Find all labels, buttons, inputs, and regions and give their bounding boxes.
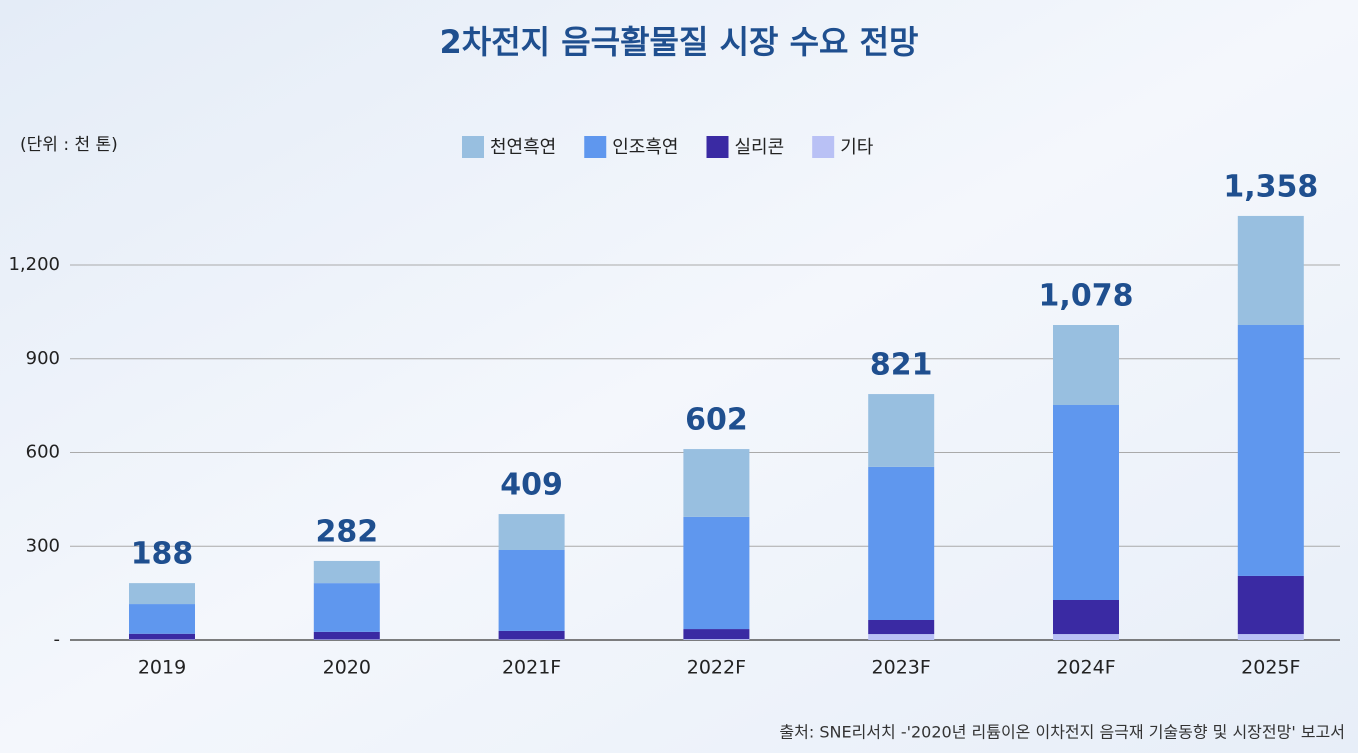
bar-segment — [1237, 325, 1304, 576]
x-tick-label: 2019 — [138, 657, 186, 679]
bar-segment — [129, 604, 195, 634]
bar-segment — [683, 629, 750, 640]
x-tick-label: 2022F — [687, 657, 746, 679]
total-label: 409 — [500, 468, 563, 503]
bar-segment — [313, 560, 380, 584]
bar-segment — [1053, 634, 1119, 640]
total-label: 602 — [685, 403, 748, 438]
bar-segment — [1053, 405, 1119, 600]
bar-segment — [683, 516, 750, 630]
legend-label: 실리콘 — [735, 137, 785, 158]
total-label: 1,358 — [1223, 169, 1318, 204]
bar-segment — [1053, 600, 1119, 635]
legend-swatch — [706, 136, 729, 158]
bar-segment — [129, 583, 195, 605]
legend-label: 인조흑연 — [612, 137, 678, 158]
total-label: 188 — [131, 537, 194, 572]
bar-segment — [498, 514, 565, 550]
bar-segment — [1237, 215, 1304, 325]
legend-swatch — [584, 136, 607, 158]
total-label: 282 — [315, 514, 378, 549]
x-tick-label: 2021F — [502, 657, 561, 679]
legend-label: 기타 — [840, 137, 874, 158]
y-tick-label: 900 — [26, 348, 60, 369]
x-tick-label: 2020 — [323, 657, 371, 679]
bar-segment — [498, 550, 565, 631]
total-label: 821 — [870, 348, 933, 383]
bar-segment — [683, 449, 750, 517]
y-tick-label: - — [54, 629, 61, 650]
source: 출처: SNE리서치 -'2020년 리튬이온 이차전지 음극재 기술동향 및 … — [779, 723, 1345, 742]
bar-segment — [313, 583, 380, 632]
y-tick-label: 1,200 — [8, 254, 60, 275]
bar-segment — [129, 639, 195, 640]
bar-segment — [498, 639, 565, 640]
x-tick-label: 2024F — [1056, 657, 1115, 679]
bar-segment — [683, 639, 750, 640]
legend-swatch — [462, 136, 484, 158]
bar-segment — [868, 620, 935, 635]
bar-segment — [313, 631, 380, 640]
y-tick-label: 300 — [26, 535, 60, 556]
bar-segment — [129, 633, 195, 640]
bar-segment — [1237, 634, 1304, 640]
bar-segment — [1237, 575, 1304, 635]
bar-segment — [868, 466, 935, 620]
bar-segment — [868, 634, 935, 640]
x-tick-label: 2023F — [872, 657, 931, 679]
legend-label: 천연흑연 — [490, 137, 556, 158]
legend-swatch — [812, 136, 835, 158]
bar-segment — [1053, 325, 1119, 405]
y-tick-label: 600 — [26, 442, 60, 463]
bar-segment — [498, 630, 565, 640]
x-tick-label: 2025F — [1241, 657, 1300, 679]
bar-segment — [313, 639, 380, 640]
chart-title: 2차전지 음극활물질 시장 수요 전망 — [440, 23, 919, 61]
unit-label: (단위 : 천 톤) — [20, 135, 118, 155]
bar-segment — [868, 394, 935, 467]
total-label: 1,078 — [1039, 279, 1134, 314]
